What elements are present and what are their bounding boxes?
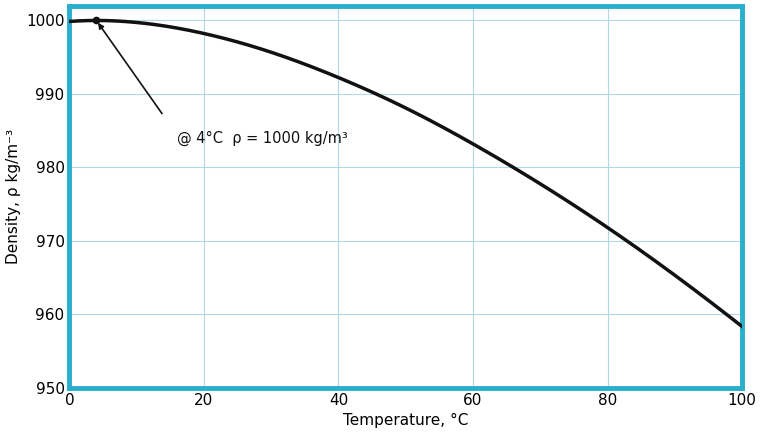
X-axis label: Temperature, °C: Temperature, °C <box>343 414 469 428</box>
Y-axis label: Density, ρ kg/m⁻³: Density, ρ kg/m⁻³ <box>5 129 21 264</box>
Text: @ 4°C  ρ = 1000 kg/m³: @ 4°C ρ = 1000 kg/m³ <box>177 130 347 145</box>
